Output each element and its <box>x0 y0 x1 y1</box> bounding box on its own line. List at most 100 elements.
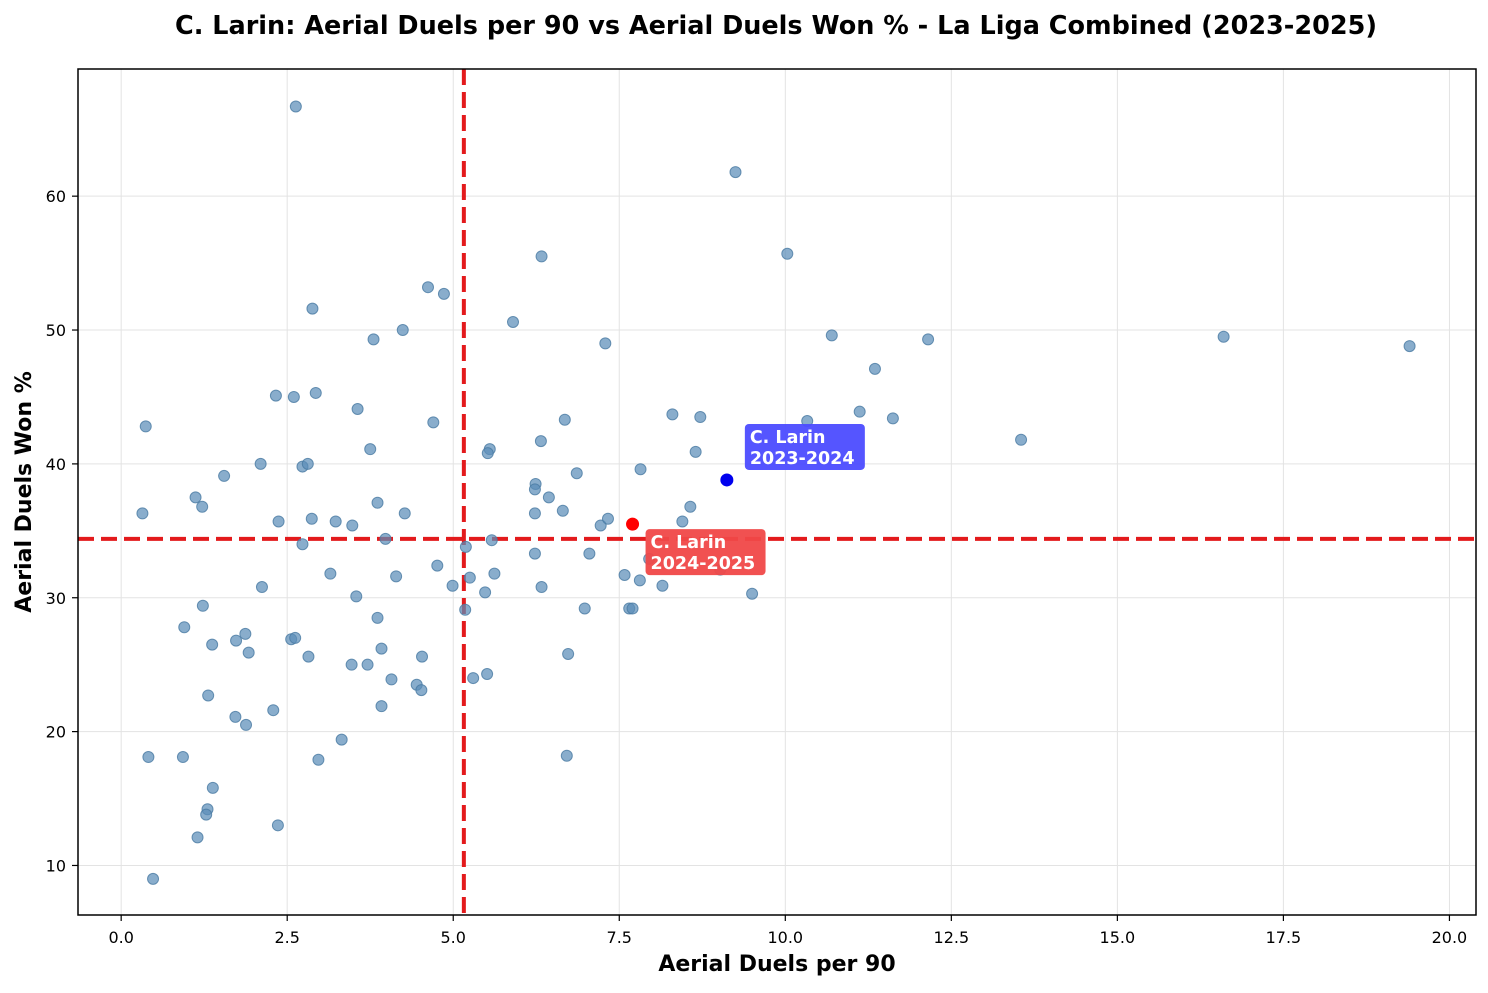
data-point <box>601 512 614 525</box>
x-axis-ticks: 0.0 2.5 5.0 7.5 10.0 12.5 15.0 17.5 20.0 <box>108 915 1467 947</box>
highlight-point-2024-2025 <box>626 517 640 531</box>
data-point <box>481 668 494 681</box>
data-point <box>230 634 243 647</box>
data-point <box>599 337 612 350</box>
data-point <box>1217 330 1230 343</box>
data-point <box>570 467 583 480</box>
data-point <box>676 515 689 528</box>
y-axis-ticks: 10 20 30 40 50 60 <box>46 187 78 875</box>
data-point <box>626 602 639 615</box>
data-point <box>375 642 388 655</box>
data-point <box>142 751 155 764</box>
x-tick-label: 10.0 <box>767 928 803 947</box>
data-point <box>371 611 384 624</box>
data-point <box>312 753 325 766</box>
data-point <box>1015 433 1028 446</box>
data-point <box>289 631 302 644</box>
highlight-label-box-2023-2024 <box>744 423 865 470</box>
highlight-label-name: C. Larin <box>750 428 826 448</box>
data-point <box>868 362 881 375</box>
data-point <box>229 710 242 723</box>
data-point <box>296 538 309 551</box>
data-point <box>528 507 541 520</box>
data-point <box>202 689 215 702</box>
data-point <box>556 504 569 517</box>
x-tick-label: 5.0 <box>441 928 466 947</box>
data-point <box>446 579 459 592</box>
grid <box>78 69 1476 915</box>
data-point <box>350 590 363 603</box>
x-tick-label: 0.0 <box>108 928 133 947</box>
data-point <box>346 519 359 532</box>
data-point <box>467 672 480 685</box>
data-point <box>136 507 149 520</box>
data-point <box>729 166 742 179</box>
data-point <box>781 247 794 260</box>
data-point <box>375 700 388 713</box>
data-point <box>535 581 548 594</box>
data-point <box>427 416 440 429</box>
data-point <box>239 627 252 640</box>
data-point <box>463 571 476 584</box>
data-point <box>656 579 669 592</box>
data-point <box>459 603 472 616</box>
data-point <box>254 457 267 470</box>
data-point <box>255 581 268 594</box>
data-point <box>364 443 377 456</box>
data-point <box>534 435 547 448</box>
x-tick-label: 15.0 <box>1100 928 1136 947</box>
data-point <box>309 386 322 399</box>
data-point <box>196 500 209 513</box>
data-point <box>528 483 541 496</box>
highlight-label-season: 2024-2025 <box>651 554 756 574</box>
data-point <box>324 567 337 580</box>
data-point <box>558 413 571 426</box>
data-point <box>666 408 679 421</box>
data-point <box>398 507 411 520</box>
data-point <box>594 519 607 532</box>
data-point <box>689 445 702 458</box>
data-point <box>528 547 541 560</box>
data-point <box>345 658 358 671</box>
data-point <box>361 658 374 671</box>
data-point <box>634 463 647 476</box>
y-axis-label: Aerial Duels Won % <box>12 371 37 612</box>
y-tick-label: 40 <box>46 455 66 474</box>
data-point <box>379 532 392 545</box>
reference-lines <box>78 69 1476 915</box>
data-point <box>633 574 646 587</box>
x-tick-label: 7.5 <box>607 928 632 947</box>
data-point <box>272 515 285 528</box>
data-point <box>488 567 501 580</box>
x-tick-label: 20.0 <box>1432 928 1468 947</box>
data-point <box>922 333 935 346</box>
data-point <box>396 324 409 337</box>
data-point <box>305 512 318 525</box>
data-point <box>416 650 429 663</box>
data-point <box>535 250 548 263</box>
highlight-label-name: C. Larin <box>651 533 727 553</box>
data-point <box>351 403 364 416</box>
x-tick-label: 12.5 <box>934 928 970 947</box>
data-point <box>385 673 398 686</box>
data-point <box>240 718 253 731</box>
y-tick-label: 10 <box>46 856 66 875</box>
y-tick-label: 60 <box>46 187 66 206</box>
data-point <box>176 751 189 764</box>
data-point <box>271 819 284 832</box>
data-point <box>147 872 160 885</box>
data-point <box>431 559 444 572</box>
data-point <box>560 749 573 762</box>
data-point <box>269 389 282 402</box>
y-tick-label: 20 <box>46 723 66 742</box>
data-point <box>390 570 403 583</box>
data-point <box>302 650 315 663</box>
data-point <box>437 287 450 300</box>
data-point <box>335 733 348 746</box>
data-point <box>694 411 707 424</box>
highlight-points <box>626 473 734 531</box>
data-point <box>191 831 204 844</box>
data-point <box>189 491 202 504</box>
